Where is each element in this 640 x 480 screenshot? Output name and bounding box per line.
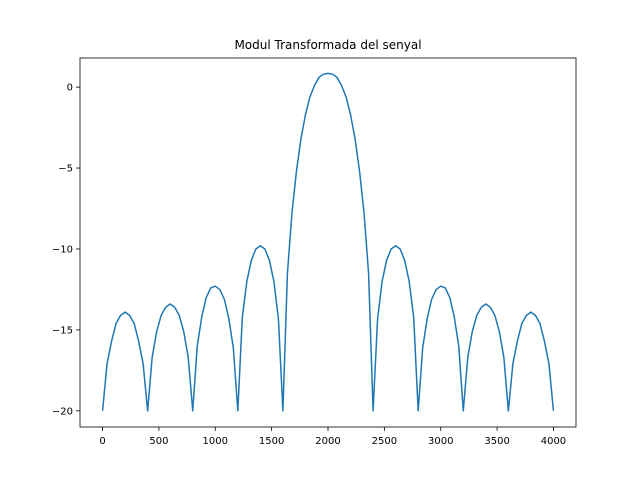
x-axis: 0 500 1000 1500 2000 2500 3000 3500 4000 (99, 427, 566, 447)
plot-area (79, 57, 577, 428)
y-tick-label: −20 (52, 406, 73, 417)
x-tick-label: 3000 (428, 436, 453, 447)
x-tick-label: 2500 (372, 436, 397, 447)
y-tick-label: −10 (52, 244, 73, 255)
x-tick-label: 3500 (484, 436, 509, 447)
x-tick-label: 1500 (259, 436, 284, 447)
x-tick-label: 0 (99, 436, 105, 447)
y-axis: 0 −5 −10 −15 −20 (52, 83, 80, 417)
x-tick-label: 500 (149, 436, 168, 447)
x-tick-label: 1000 (203, 436, 228, 447)
x-tick-label: 4000 (541, 436, 566, 447)
axes-background (80, 58, 576, 427)
series-line (101, 72, 555, 412)
y-tick-label: 0 (67, 83, 73, 94)
chart-title: Modul Transformada del senyal (234, 38, 421, 52)
x-tick-label: 2000 (315, 436, 340, 447)
y-tick-label: −15 (52, 325, 73, 336)
y-tick-label: −5 (58, 164, 73, 175)
